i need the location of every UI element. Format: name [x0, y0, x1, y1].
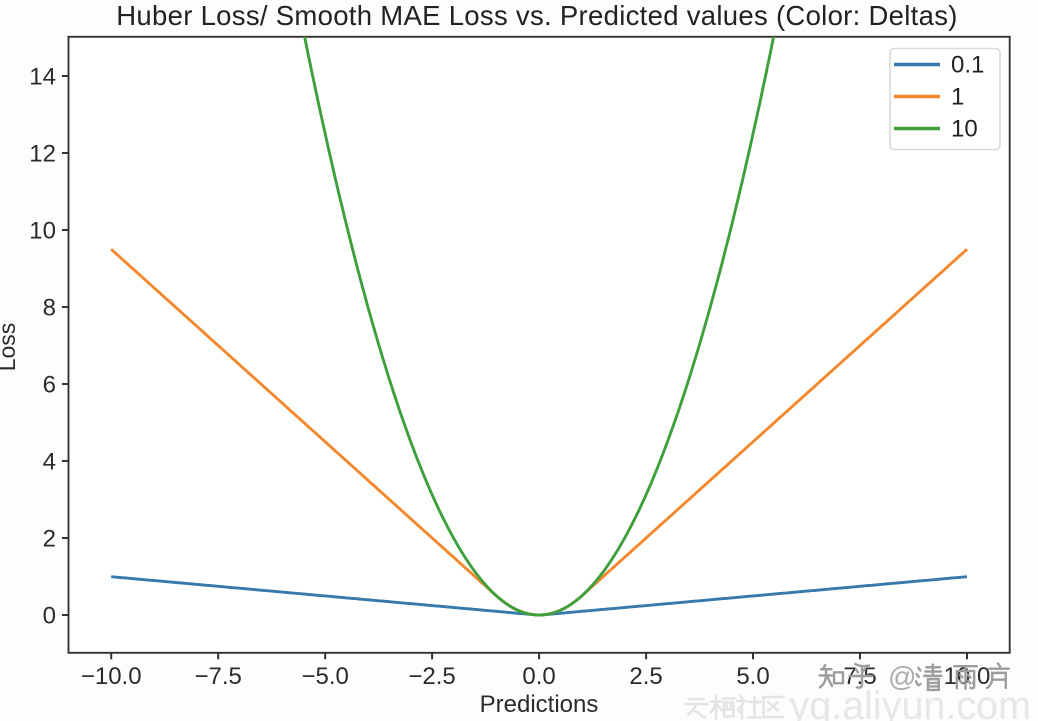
svg-text:yq.aliyun.com: yq.aliyun.com [790, 684, 1032, 721]
svg-text:10.0: 10.0 [944, 663, 991, 690]
svg-text:Huber Loss/ Smooth MAE Loss vs: Huber Loss/ Smooth MAE Loss vs. Predicte… [116, 0, 957, 31]
svg-text:10: 10 [951, 116, 978, 143]
svg-text:6: 6 [43, 372, 56, 399]
svg-text:0.0: 0.0 [522, 663, 555, 690]
svg-text:12: 12 [29, 141, 56, 168]
svg-text:10: 10 [29, 218, 56, 245]
svg-text:Predictions: Predictions [480, 691, 599, 718]
svg-text:4: 4 [43, 449, 56, 476]
svg-text:−5.0: −5.0 [302, 663, 349, 690]
svg-text:5.0: 5.0 [736, 663, 769, 690]
svg-text:0.1: 0.1 [951, 52, 984, 79]
svg-text:2.5: 2.5 [629, 663, 662, 690]
svg-text:14: 14 [29, 64, 56, 91]
svg-text:0: 0 [43, 603, 56, 630]
svg-text:2: 2 [43, 526, 56, 553]
svg-text:@: @ [888, 661, 916, 692]
svg-text:1: 1 [951, 84, 964, 111]
svg-text:−2.5: −2.5 [408, 663, 455, 690]
svg-text:8: 8 [43, 295, 56, 322]
svg-text:−7.5: −7.5 [195, 663, 242, 690]
svg-text:−10.0: −10.0 [81, 663, 142, 690]
svg-text:Loss: Loss [0, 323, 20, 372]
